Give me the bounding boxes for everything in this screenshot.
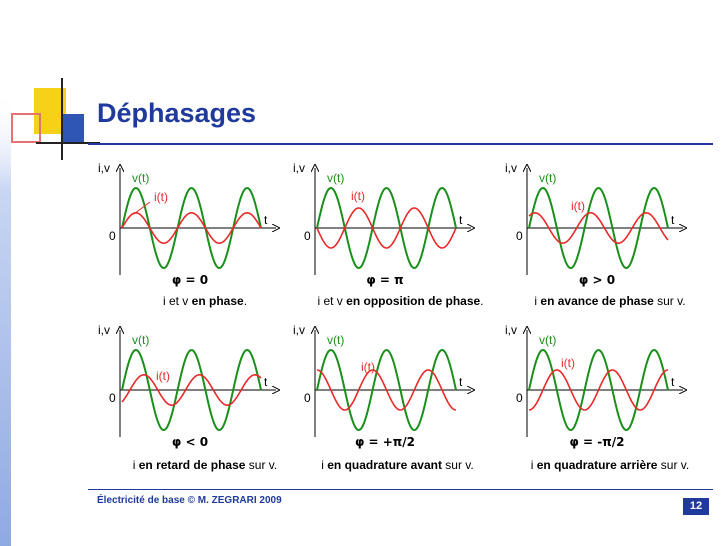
- phase-label: φ = -π/2: [569, 435, 624, 449]
- caption-text: sur v.: [657, 458, 690, 472]
- caption-text: .: [480, 294, 484, 308]
- caption-text: i: [530, 458, 537, 472]
- origin-label: 0: [304, 229, 311, 243]
- phase-diagram-4: i,v v(t) i(t) t 0 φ < 0: [98, 322, 308, 487]
- phase-diagram-6: i,v v(t) i(t) t 0 φ = -π/2: [505, 322, 715, 487]
- waveform-plot: i,v v(t) i(t) t 0 φ = -π/2: [505, 323, 715, 449]
- origin-label: 0: [516, 391, 523, 405]
- x-axis-label: t: [671, 213, 675, 227]
- caption-text: .: [243, 294, 248, 308]
- deco-blue-square: [62, 114, 84, 144]
- y-axis-label: i,v: [505, 323, 517, 337]
- phase-diagram-1: i,v v(t) i(t) t 0 φ = 0: [98, 160, 308, 325]
- voltage-label: v(t): [539, 171, 556, 185]
- origin-label: 0: [304, 391, 311, 405]
- caption-text: i: [321, 458, 328, 472]
- voltage-label: v(t): [132, 171, 149, 185]
- current-wave: [121, 373, 262, 407]
- y-axis-label: i,v: [98, 323, 110, 337]
- caption-text: sur v.: [653, 294, 686, 308]
- origin-label: 0: [516, 229, 523, 243]
- caption-text: sur v.: [441, 458, 474, 472]
- phase-caption: i en quadrature avant sur v.: [290, 458, 505, 473]
- voltage-label: v(t): [132, 333, 149, 347]
- phase-label: φ < 0: [172, 435, 208, 449]
- left-gradient-strip: [0, 90, 11, 546]
- deco-red-square: [11, 113, 41, 143]
- voltage-label: v(t): [539, 333, 556, 347]
- footer-rule: [88, 489, 713, 490]
- y-axis-label: i,v: [293, 161, 305, 175]
- slide-title: Déphasages: [97, 98, 257, 128]
- waveform-plot: i,v v(t) i(t) t 0 φ = +π/2: [293, 323, 503, 449]
- current-label: i(t): [361, 360, 375, 374]
- current-label: i(t): [351, 189, 365, 203]
- caption-emphasis: en opposition de phase: [346, 294, 481, 308]
- caption-text: i: [534, 294, 541, 308]
- x-axis-label: t: [459, 213, 463, 227]
- current-wave: [316, 369, 457, 411]
- voltage-label: v(t): [327, 333, 344, 347]
- phase-caption: i en retard de phase sur v.: [100, 458, 310, 473]
- voltage-label: v(t): [327, 171, 344, 185]
- x-axis-label: t: [264, 213, 268, 227]
- waveform-plot: i,v v(t) i(t) t 0 φ < 0: [98, 323, 308, 449]
- caption-emphasis: en quadrature avant: [327, 458, 442, 472]
- phase-diagram-2: i,v v(t) i(t) t 0 φ = π: [293, 160, 503, 325]
- current-label: i(t): [571, 199, 585, 213]
- current-wave: [316, 207, 457, 249]
- current-wave: [528, 369, 669, 411]
- waveform-plot: i,v v(t) i(t) t 0 φ = π: [293, 161, 503, 287]
- voltage-wave: [316, 348, 457, 432]
- caption-text: sur v.: [245, 458, 278, 472]
- phase-label: φ = +π/2: [355, 435, 415, 449]
- current-wave: [528, 211, 669, 245]
- corner-decoration: [0, 78, 100, 546]
- current-label: i(t): [156, 369, 170, 383]
- phase-diagram-3: i,v v(t) i(t) t 0 φ > 0: [505, 160, 715, 325]
- caption-emphasis: en retard de phase: [138, 458, 246, 472]
- voltage-wave: [121, 348, 262, 432]
- page-number: 12: [683, 498, 709, 515]
- voltage-wave: [528, 186, 669, 270]
- waveform-plot: i,v v(t) i(t) t 0 φ = 0: [98, 161, 308, 287]
- caption-text: i et v: [317, 294, 347, 308]
- caption-text: i: [132, 458, 139, 472]
- voltage-wave: [121, 186, 262, 270]
- phase-label: φ > 0: [579, 273, 615, 287]
- title-underline: [88, 143, 713, 145]
- origin-label: 0: [109, 391, 116, 405]
- origin-label: 0: [109, 229, 116, 243]
- y-axis-label: i,v: [98, 161, 110, 175]
- voltage-wave: [316, 186, 457, 270]
- phase-label: φ = π: [366, 273, 403, 287]
- phase-caption: i et v en opposition de phase.: [293, 294, 508, 309]
- phase-caption: i et v en phase.: [100, 294, 310, 309]
- caption-emphasis: en quadrature arrière: [536, 458, 658, 472]
- caption-emphasis: en avance de phase: [540, 294, 654, 308]
- waveform-plot: i,v v(t) i(t) t 0 φ > 0: [505, 161, 715, 287]
- x-axis-label: t: [264, 375, 268, 389]
- phase-diagram-5: i,v v(t) i(t) t 0 φ = +π/2: [293, 322, 503, 487]
- y-axis-label: i,v: [293, 323, 305, 337]
- phase-label: φ = 0: [172, 273, 208, 287]
- phase-caption: i en quadrature arrière sur v.: [505, 458, 715, 473]
- x-axis-label: t: [671, 375, 675, 389]
- current-label: i(t): [561, 356, 575, 370]
- voltage-wave: [528, 348, 669, 432]
- caption-emphasis: en phase: [191, 294, 244, 308]
- x-axis-label: t: [459, 375, 463, 389]
- phase-caption: i en avance de phase sur v.: [505, 294, 715, 309]
- y-axis-label: i,v: [505, 161, 517, 175]
- caption-text: i et v: [162, 294, 192, 308]
- footer-text: Électricité de base © M. ZEGRARI 2009: [97, 495, 282, 506]
- current-label-pointer: [133, 201, 151, 215]
- current-label: i(t): [154, 190, 168, 204]
- current-wave: [121, 211, 262, 244]
